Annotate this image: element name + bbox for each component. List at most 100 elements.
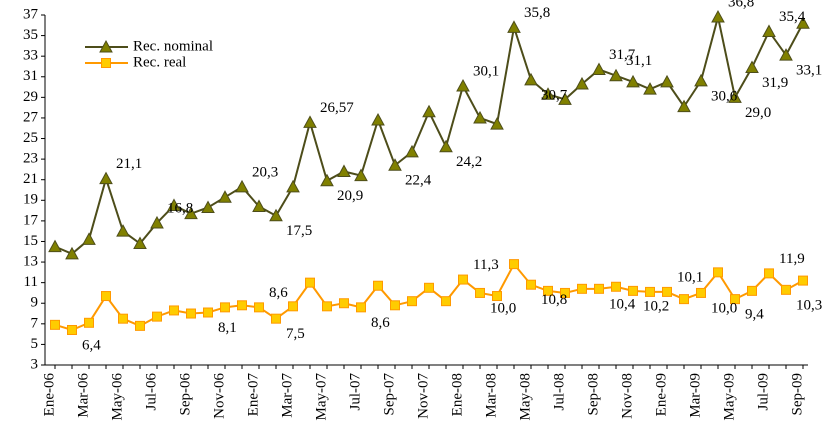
data-label: 8,6 (269, 285, 288, 301)
data-label: 10,0 (490, 300, 516, 316)
point (201, 200, 215, 213)
point (730, 294, 740, 305)
data-label: 10,8 (541, 292, 567, 308)
data-label: 26,57 (320, 100, 354, 116)
point (67, 325, 77, 335)
x-tick-label: Ene-06 (41, 373, 57, 417)
point (150, 215, 164, 229)
point (628, 285, 638, 296)
point (439, 139, 453, 153)
point (781, 284, 791, 295)
point (560, 287, 570, 298)
point (50, 319, 60, 330)
x-tick-label: May-06 (109, 373, 125, 421)
legend-marker (101, 58, 111, 68)
data-label: 35,8 (524, 5, 550, 21)
y-tick-label: 5 (31, 336, 39, 352)
point (339, 298, 349, 309)
x-tick-label: Ene-09 (653, 373, 669, 416)
point (303, 115, 317, 128)
y-tick-label: 35 (23, 27, 38, 43)
point (728, 90, 742, 103)
data-label: 8,1 (218, 320, 237, 336)
y-tick-label: 19 (23, 192, 38, 208)
legend-label: Rec. nominal (133, 38, 213, 54)
data-label: 10,3 (796, 297, 822, 313)
point (322, 301, 332, 312)
x-tick-label: Nov-06 (211, 373, 227, 419)
x-tick-label: Nov-08 (619, 373, 635, 419)
x-tick-label: Nov-07 (415, 373, 431, 419)
legend-label: Rec. real (133, 54, 186, 70)
point (441, 296, 451, 307)
data-label: 16,8 (167, 200, 193, 216)
data-label: 11,9 (779, 251, 805, 267)
point (611, 281, 621, 292)
point (696, 287, 706, 298)
data-label: 20,3 (252, 164, 278, 180)
data-label: 10,4 (609, 296, 636, 312)
point (371, 112, 385, 126)
x-tick-label: Ene-07 (245, 373, 261, 417)
y-tick-label: 33 (23, 48, 38, 64)
point (796, 16, 810, 29)
point (167, 198, 181, 211)
point (594, 283, 604, 294)
point (660, 74, 674, 88)
data-label: 33,1 (796, 63, 822, 79)
point (524, 72, 538, 86)
point (643, 82, 657, 95)
point (305, 277, 315, 288)
legend-marker (99, 39, 113, 53)
data-label: 17,5 (286, 223, 312, 239)
point (779, 48, 793, 61)
x-tick-label: Sep-08 (585, 373, 601, 416)
point (390, 300, 400, 311)
point (356, 302, 366, 313)
point (543, 285, 553, 296)
point (354, 168, 368, 182)
data-label: 22,4 (405, 173, 432, 189)
point (184, 206, 198, 220)
data-label: 36,8 (728, 0, 754, 10)
data-label: 35,4 (779, 9, 806, 25)
point (203, 307, 213, 318)
data-label: 7,5 (286, 326, 305, 342)
point (84, 317, 94, 328)
x-tick-label: Mar-07 (279, 373, 295, 418)
data-label: 10,2 (643, 298, 669, 314)
point (645, 286, 655, 297)
point (237, 300, 247, 311)
point (422, 104, 436, 118)
point (286, 179, 300, 193)
point (269, 208, 283, 222)
point (662, 286, 672, 297)
data-label: 31,7 (609, 47, 636, 63)
point (407, 296, 417, 307)
y-tick-label: 25 (23, 130, 38, 146)
point (337, 164, 351, 177)
data-label: 31,1 (626, 53, 652, 69)
point (405, 144, 419, 158)
point (575, 76, 589, 90)
point (490, 117, 504, 130)
point (798, 275, 808, 286)
point (220, 302, 230, 313)
point (388, 158, 402, 171)
data-label: 29,0 (745, 105, 771, 121)
point (509, 259, 519, 270)
point (235, 179, 249, 193)
point (507, 20, 521, 33)
point (186, 308, 196, 319)
y-tick-label: 21 (23, 171, 38, 187)
point (458, 274, 468, 285)
point (456, 78, 470, 92)
point (609, 68, 623, 82)
x-tick-label: May-08 (517, 373, 533, 421)
point (169, 305, 179, 316)
x-tick-label: May-09 (721, 373, 737, 421)
point (626, 74, 640, 88)
y-tick-label: 7 (31, 315, 39, 331)
x-tick-label: Sep-09 (789, 373, 805, 416)
